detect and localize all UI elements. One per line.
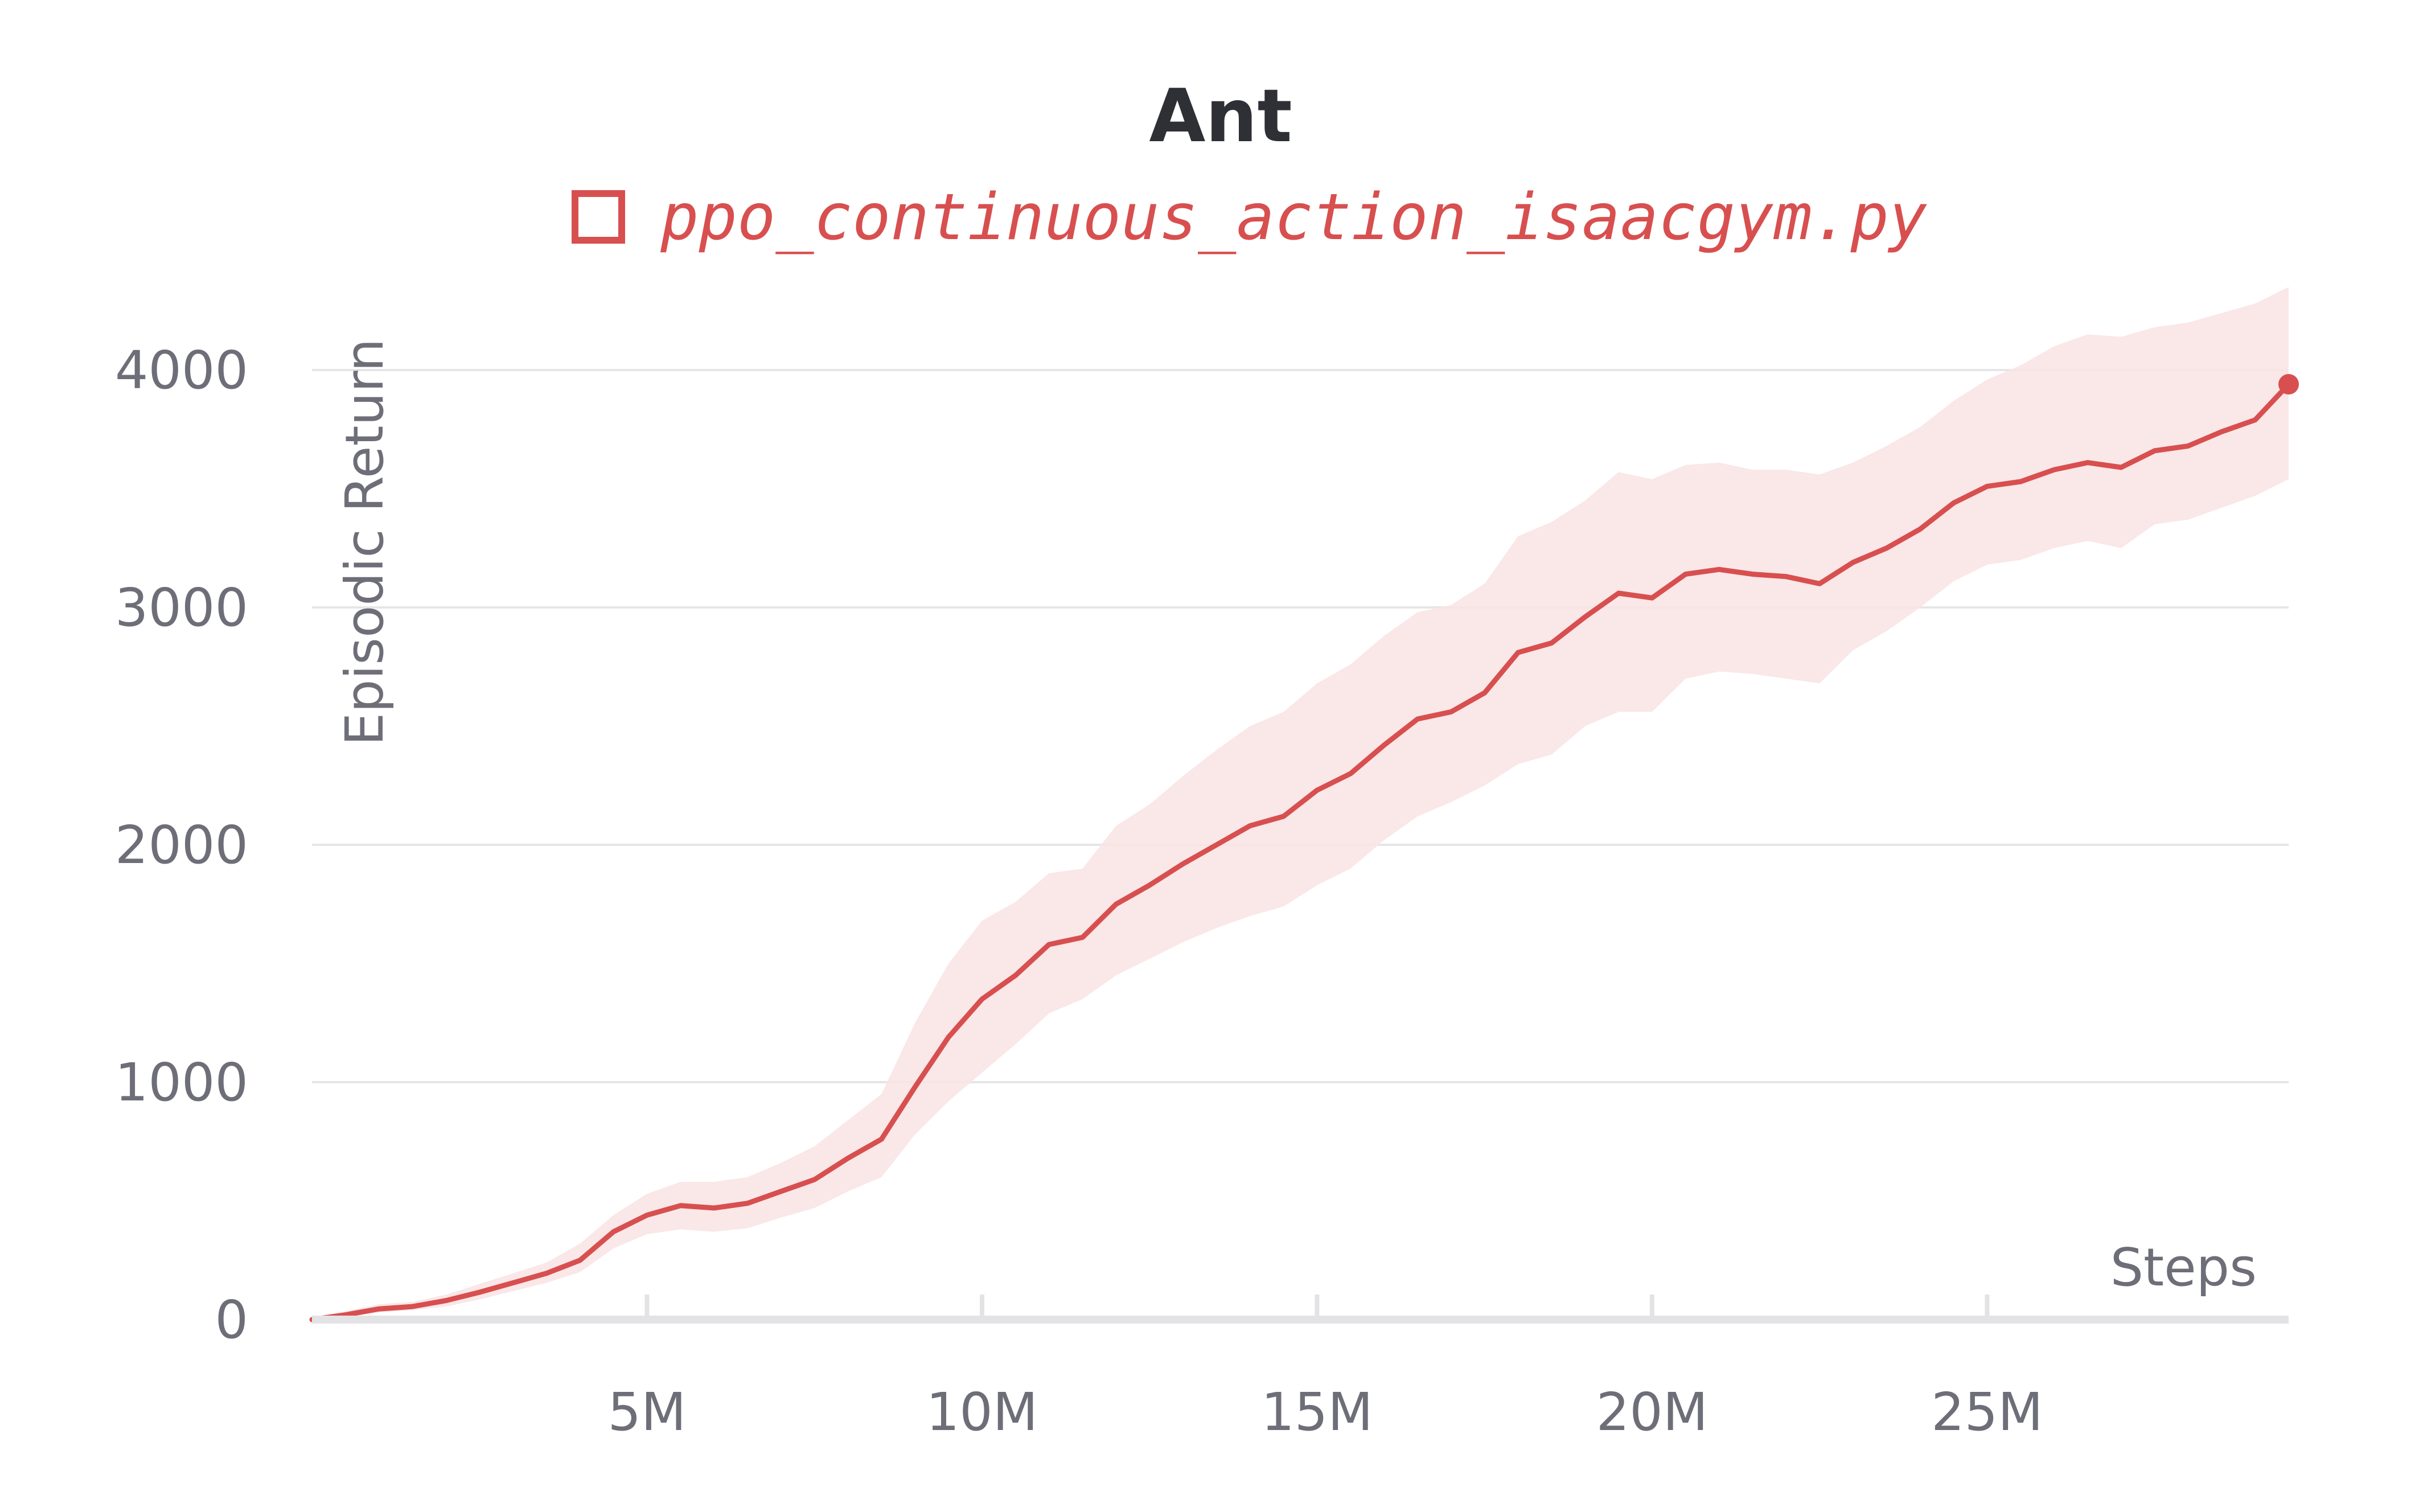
series-endpoints (2278, 374, 2299, 395)
x-tick-label: 25M (1931, 1382, 2043, 1443)
x-tick-label: 20M (1596, 1382, 1708, 1443)
gridlines (312, 369, 2289, 1083)
y-tick-label: 0 (215, 1289, 248, 1350)
legend-swatch-icon (572, 190, 625, 244)
legend-entry-label: ppo_continuous_action_isaacgym.py (660, 180, 1927, 254)
y-axis-label: Episodic Return (334, 339, 395, 746)
chart-title: Ant (1149, 74, 1292, 159)
x-axis: 5M 10M 15M 20M 25M (312, 1295, 2289, 1443)
x-tick-label: 10M (926, 1382, 1038, 1443)
y-tick-label: 2000 (115, 815, 248, 876)
x-tick-label: 5M (608, 1382, 687, 1443)
series-endpoint[interactable] (2278, 374, 2299, 395)
series-lines (309, 381, 2291, 1322)
y-tick-label: 3000 (115, 577, 248, 638)
y-tick-label: 4000 (115, 340, 248, 401)
y-tick-label: 1000 (115, 1052, 248, 1113)
y-axis-ticks: 0 1000 2000 3000 4000 (115, 340, 248, 1350)
legend[interactable]: ppo_continuous_action_isaacgym.py (572, 180, 1927, 254)
x-axis-label: Steps (2110, 1237, 2257, 1298)
x-tick-label: 15M (1261, 1382, 1373, 1443)
series-line[interactable] (309, 381, 2291, 1322)
